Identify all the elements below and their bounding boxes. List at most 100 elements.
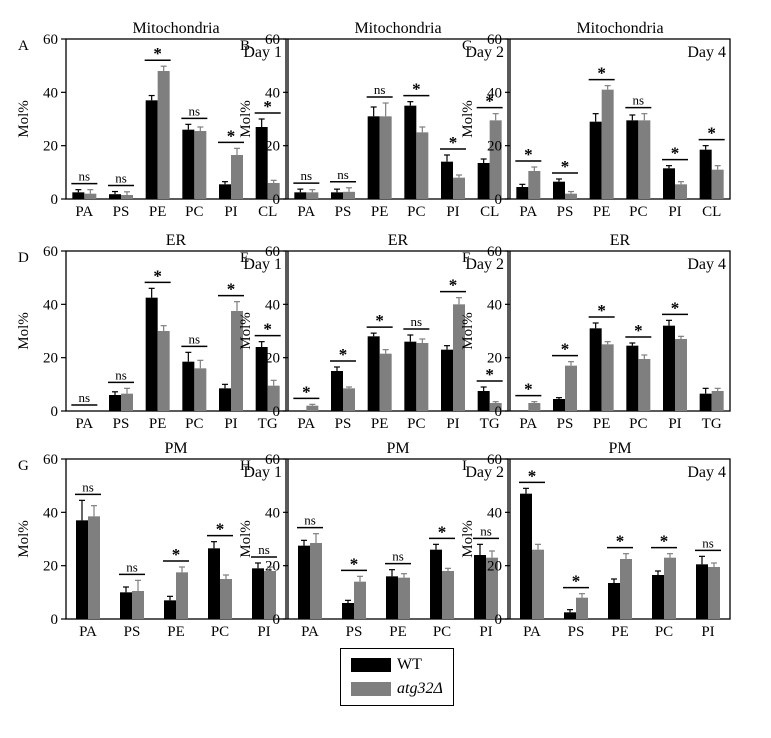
panel-f-xtick-label: TG [702,416,722,432]
panel-d-ylabel: Mol% [16,312,32,350]
panel-a-letter: A [18,38,29,54]
panel-e-bar [367,336,380,411]
panel-e-bar [416,343,429,411]
panel-d-xtick-label: PI [224,416,237,432]
panel-a-frame [65,38,287,200]
panel-h-bar [354,581,366,619]
panel-i-xtick-label: PA [523,624,541,640]
panel-g-day-label: Day 1 [243,464,282,481]
panel-h-sig-label: ns [480,523,492,538]
panel-g-ytick-label: 0 [51,612,59,628]
panel-e-ytick-label: 20 [265,351,280,367]
panel-i-xtick-label: PI [701,624,714,640]
panel-h-title: PM [386,440,409,457]
panel-i-bar [608,583,620,619]
panel-f-ytick-label: 0 [495,404,503,420]
legend-swatch-wt [351,658,391,672]
panel-g-bar [252,568,264,619]
panel-e-bar [453,304,465,411]
panel-a-sig-label: ns [115,171,127,186]
panel-d-xtick-label: PA [75,416,93,432]
panel-i-xtick-label: PS [568,624,585,640]
panel-f-bar [699,393,712,411]
panel-f-title: ER [610,232,631,249]
panel-c-ylabel: Mol% [460,100,476,138]
panel-f-bar [675,339,687,411]
panel-f-frame [509,250,731,412]
panel-i-bar [652,575,664,619]
panel-g-bar [76,520,88,619]
panel-g-bar [220,579,232,619]
panel-i-sig-label: * [616,532,625,551]
panel-b-bar [404,105,417,199]
panel-d-bar [121,393,133,411]
legend-item-wt: WT [351,655,422,675]
panel-a-bar [219,184,231,199]
panel-i-bar [564,612,576,619]
panel-c-bar [589,121,602,199]
panel-e-xtick-label: PE [371,416,389,432]
panel-b-xtick-label: PS [335,204,352,220]
panel-c-bar [553,181,565,199]
panel-c-bar [711,169,724,199]
panel-c-bar [516,187,529,199]
panel-a-sig-label: ns [189,103,201,118]
panel-g-xtick-label: PS [124,624,141,640]
panel-d-xtick-label: PE [149,416,167,432]
panel-a-ylabel: Mol% [16,100,32,138]
panel-d-bar [157,331,170,411]
panel-b-title: Mitochondria [354,20,441,37]
panel-d-bar [109,395,121,411]
panel-f-sig-label: * [597,301,606,320]
panel-g-bar [208,548,220,619]
panel-d-sig-label: ns [189,331,201,346]
panel-h-sig-label: * [438,522,447,541]
panel-i-ytick-label: 0 [495,612,503,628]
panel-c-bar [699,149,712,199]
panel-d-sig-label: * [227,280,236,299]
panel-e-xtick-label: PI [446,416,459,432]
panel-a-bar [194,131,207,199]
panel-b-ytick-label: 20 [265,139,280,155]
panel-a-ytick-label: 40 [43,85,58,101]
panel-b-xtick-label: PA [297,204,315,220]
panel-f-sig-label: * [634,321,643,340]
legend-label-atg32: atg32Δ [397,680,443,697]
panel-b-bar [489,120,502,199]
panel-i-title: PM [608,440,631,457]
panel-b-xtick-label: PC [407,204,425,220]
panel-i-ytick-label: 40 [487,505,502,521]
panel-b-bar [343,191,355,199]
panel-a-bar [121,195,133,199]
panel-a-bar [255,127,268,199]
panel-d-title: ER [166,232,187,249]
panel-c-sig-label: * [671,144,680,163]
panel-a-bar [267,183,280,199]
panel-e-bar [331,371,343,411]
panel-f-bar [528,403,541,411]
panel-g-xtick-label: PE [167,624,185,640]
panel-b-sig-label: ns [301,168,313,183]
panel-a-sig-label: * [153,44,162,63]
panel-e-bar [379,353,392,411]
panel-i-sig-label: * [528,466,537,485]
panel-e-xtick-label: TG [480,416,500,432]
panel-f-xtick-label: PE [593,416,611,432]
panel-h-sig-label: ns [392,549,404,564]
panel-a-ytick-label: 20 [43,139,58,155]
panel-b-bar [367,116,380,199]
panel-b-sig-label: * [485,92,494,111]
panel-f-sig-label: * [671,298,680,317]
panel-a-bar [145,100,158,199]
panel-e-xtick-label: PC [407,416,425,432]
panel-i-sig-label: * [660,532,669,551]
panel-e-title: ER [388,232,409,249]
panel-h-xtick-label: PA [301,624,319,640]
panel-f-bar [565,365,577,411]
panel-g-xtick-label: PC [211,624,229,640]
panel-c-ytick-label: 40 [487,85,502,101]
panel-e-bar [477,391,490,411]
panel-d-sig-label: ns [115,367,127,382]
panel-a-bar [231,155,243,199]
panel-b-bar [477,163,490,199]
